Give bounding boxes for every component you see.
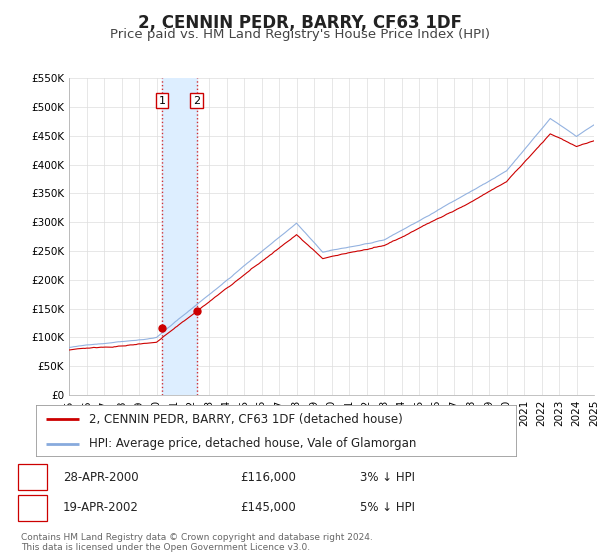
Text: 1: 1: [158, 96, 166, 105]
Text: HPI: Average price, detached house, Vale of Glamorgan: HPI: Average price, detached house, Vale…: [89, 437, 416, 450]
Text: Price paid vs. HM Land Registry's House Price Index (HPI): Price paid vs. HM Land Registry's House …: [110, 28, 490, 41]
Text: 2, CENNIN PEDR, BARRY, CF63 1DF: 2, CENNIN PEDR, BARRY, CF63 1DF: [138, 14, 462, 32]
Text: 2, CENNIN PEDR, BARRY, CF63 1DF (detached house): 2, CENNIN PEDR, BARRY, CF63 1DF (detache…: [89, 413, 403, 426]
Text: 19-APR-2002: 19-APR-2002: [63, 501, 139, 515]
Text: 2: 2: [29, 501, 36, 515]
Text: 28-APR-2000: 28-APR-2000: [63, 470, 139, 484]
Bar: [162, 78, 197, 395]
Text: 1: 1: [29, 470, 36, 484]
Text: £145,000: £145,000: [240, 501, 296, 515]
Text: Contains HM Land Registry data © Crown copyright and database right 2024.: Contains HM Land Registry data © Crown c…: [21, 533, 373, 542]
Text: 3% ↓ HPI: 3% ↓ HPI: [360, 470, 415, 484]
Text: 2: 2: [193, 96, 200, 105]
Text: 5% ↓ HPI: 5% ↓ HPI: [360, 501, 415, 515]
Text: This data is licensed under the Open Government Licence v3.0.: This data is licensed under the Open Gov…: [21, 543, 310, 552]
Text: £116,000: £116,000: [240, 470, 296, 484]
